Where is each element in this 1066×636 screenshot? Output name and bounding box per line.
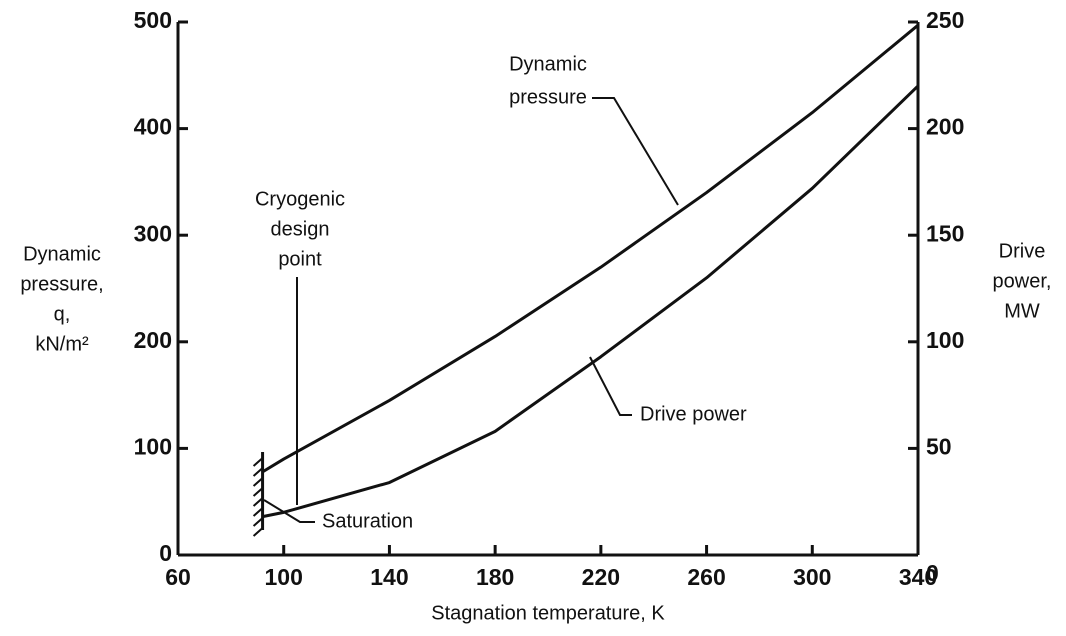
hatch bbox=[252, 487, 264, 497]
annotation: Cryogenic bbox=[255, 188, 345, 210]
hatch bbox=[252, 497, 264, 507]
leader bbox=[589, 356, 632, 416]
y2-tick-label: 100 bbox=[926, 327, 964, 353]
y-axis-label: pressure, bbox=[20, 273, 103, 295]
hatch bbox=[252, 517, 264, 527]
hatch bbox=[252, 507, 264, 517]
x-tick-label: 100 bbox=[265, 564, 303, 590]
x-tick-label: 140 bbox=[370, 564, 408, 590]
y-axis-label: q, bbox=[54, 303, 71, 325]
hatch bbox=[252, 477, 264, 487]
y2-tick-label: 250 bbox=[926, 7, 964, 33]
y-tick-label: 400 bbox=[134, 114, 172, 140]
y-tick-label: 0 bbox=[159, 540, 172, 566]
x-tick-label: 300 bbox=[793, 564, 831, 590]
x-tick-label: 340 bbox=[899, 564, 937, 590]
x-tick-label: 60 bbox=[165, 564, 191, 590]
data-line bbox=[262, 84, 920, 519]
annotation: point bbox=[278, 248, 322, 270]
leader bbox=[592, 97, 679, 206]
x-tick-label: 220 bbox=[582, 564, 620, 590]
series-label: Drive power bbox=[640, 403, 747, 425]
y2-tick-label: 0 bbox=[926, 560, 939, 586]
data-line bbox=[261, 24, 919, 474]
y-tick-label: 300 bbox=[134, 220, 172, 246]
hatch bbox=[252, 457, 264, 467]
y-axis-label: kN/m² bbox=[35, 333, 89, 355]
y-tick-label: 100 bbox=[134, 433, 172, 459]
y-tick-label: 500 bbox=[134, 7, 172, 33]
y2-axis-label: power, bbox=[993, 270, 1052, 292]
series-label: Dynamic bbox=[509, 53, 587, 75]
y2-tick-label: 150 bbox=[926, 220, 964, 246]
y2-tick-label: 200 bbox=[926, 114, 964, 140]
y2-axis-label: MW bbox=[1004, 300, 1040, 322]
y-axis-label: Dynamic bbox=[23, 243, 101, 265]
x-tick-label: 260 bbox=[687, 564, 725, 590]
annotation: design bbox=[271, 218, 330, 240]
annotation: Saturation bbox=[322, 510, 413, 532]
series-label: pressure bbox=[509, 86, 587, 108]
hatch bbox=[252, 467, 264, 477]
leader bbox=[263, 499, 315, 523]
x-tick-label: 180 bbox=[476, 564, 514, 590]
y2-axis-label: Drive bbox=[999, 240, 1046, 262]
y2-tick-label: 50 bbox=[926, 433, 952, 459]
y-tick-label: 200 bbox=[134, 327, 172, 353]
hatch bbox=[252, 527, 264, 537]
x-axis-label: Stagnation temperature, K bbox=[431, 602, 665, 624]
